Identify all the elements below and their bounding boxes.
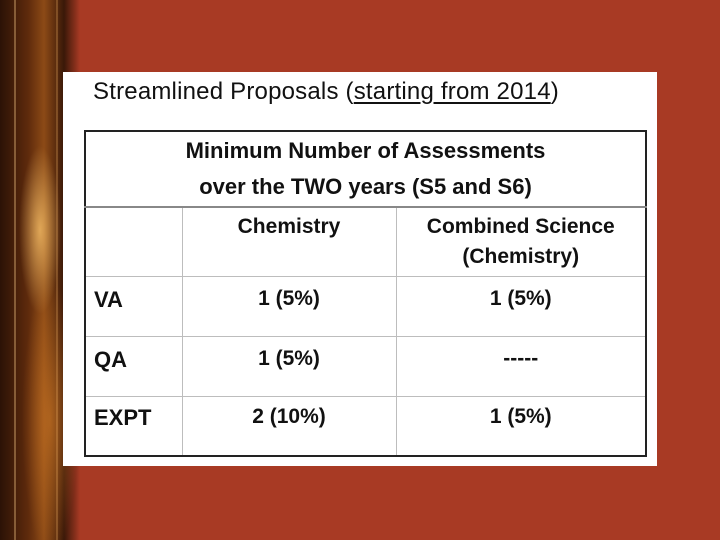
- table-title-line2: over the TWO years (S5 and S6): [199, 174, 532, 199]
- heading-suffix: ): [550, 78, 559, 105]
- heading-prefix: Streamlined Proposals (: [93, 78, 354, 105]
- cell-expt-chemistry: 2 (10%): [181, 395, 397, 457]
- cell-qa-combined: -----: [395, 335, 647, 397]
- cell-qa-chemistry: 1 (5%): [181, 335, 397, 397]
- table-row: QA 1 (5%) -----: [84, 335, 647, 397]
- test-tube-image: [14, 0, 58, 540]
- table-title-row: Minimum Number of Assessments over the T…: [84, 130, 647, 208]
- row-label-va: VA: [84, 275, 183, 337]
- table-row: EXPT 2 (10%) 1 (5%): [84, 395, 647, 457]
- cell-expt-combined: 1 (5%): [395, 395, 647, 457]
- header-combined-science: Combined Science (Chemistry): [395, 206, 647, 277]
- row-label-qa: QA: [84, 335, 183, 397]
- header-chemistry: Chemistry: [181, 206, 397, 277]
- table-title: Minimum Number of Assessments over the T…: [84, 130, 647, 208]
- table-title-line1: Minimum Number of Assessments: [185, 138, 546, 163]
- slide-content: Streamlined Proposals (starting from 201…: [63, 72, 657, 466]
- assessment-table: Minimum Number of Assessments over the T…: [84, 130, 647, 457]
- header-combined-line1: Combined Science: [426, 214, 615, 238]
- heading-underlined: starting from 2014: [353, 78, 551, 105]
- cell-va-chemistry: 1 (5%): [181, 275, 397, 337]
- table-header-row: Chemistry Combined Science (Chemistry): [84, 206, 647, 277]
- table-row: VA 1 (5%) 1 (5%): [84, 275, 647, 337]
- header-empty-cell: [84, 206, 183, 277]
- header-combined-line2: (Chemistry): [462, 244, 580, 268]
- slide-heading: Streamlined Proposals (starting from 201…: [93, 78, 559, 106]
- row-label-expt: EXPT: [84, 395, 183, 457]
- cell-va-combined: 1 (5%): [395, 275, 647, 337]
